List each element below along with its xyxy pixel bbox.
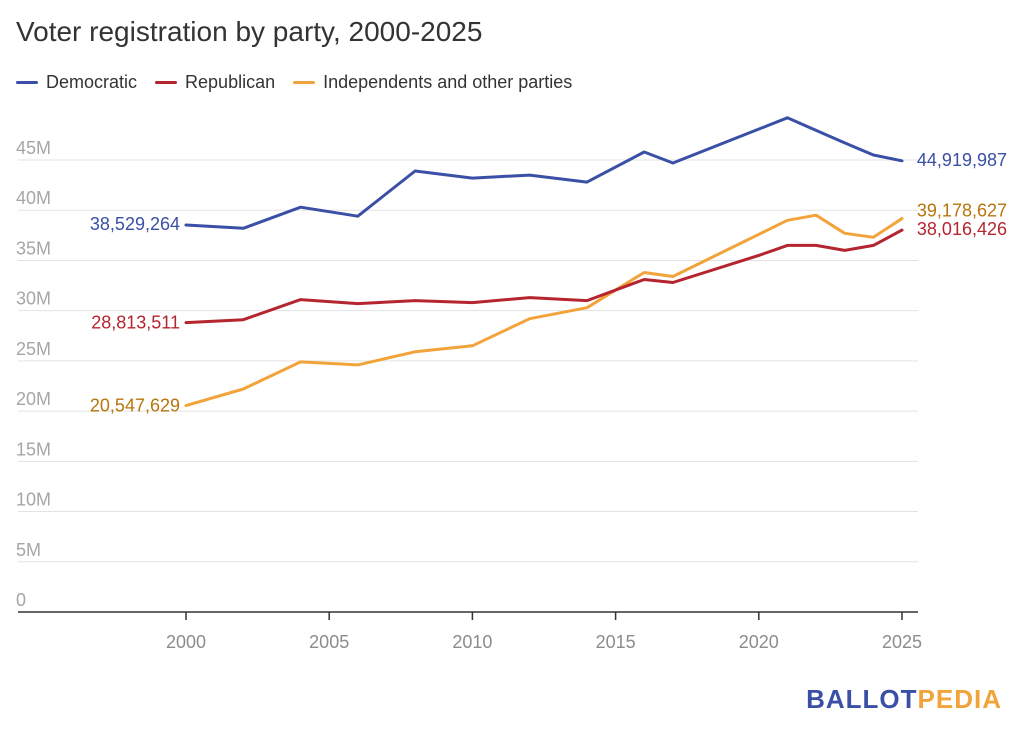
logo-text-pedia: PEDIA (917, 684, 1002, 714)
legend-label-democratic: Democratic (46, 72, 138, 92)
start-value-label: 38,529,264 (90, 214, 180, 234)
legend-swatch-democratic (16, 81, 38, 84)
y-tick-label: 45M (16, 138, 51, 158)
start-value-label: 28,813,511 (91, 313, 180, 333)
end-value-label: 39,178,627 (917, 200, 1007, 220)
legend-label-independents: Independents and other parties (323, 72, 573, 92)
start-value-label: 20,547,629 (90, 396, 180, 416)
end-value-label: 44,919,987 (917, 150, 1007, 170)
series-line-0 (184, 116, 904, 230)
y-tick-label: 25M (16, 339, 51, 359)
y-tick-label: 20M (16, 389, 51, 409)
x-tick-label: 2000 (166, 632, 206, 652)
y-tick-label: 35M (16, 238, 51, 258)
series-line-2 (184, 213, 904, 408)
legend-swatch-independents (293, 81, 316, 84)
chart-legend: Democratic Republican Independents and o… (16, 72, 572, 93)
legend-label-republican: Republican (185, 72, 276, 92)
y-tick-label: 5M (16, 540, 41, 560)
x-tick-label: 2005 (309, 632, 349, 652)
y-tick-label: 30M (16, 289, 51, 309)
legend-item-independents: Independents and other parties (293, 72, 572, 93)
x-tick-label: 2015 (596, 632, 636, 652)
y-tick-label: 0 (16, 590, 26, 610)
end-value-label: 38,016,426 (917, 219, 1007, 239)
x-tick-label: 2025 (882, 632, 922, 652)
legend-swatch-republican (155, 81, 178, 84)
ballotpedia-logo: BALLOTPEDIA (806, 684, 1002, 715)
legend-item-democratic: Democratic (16, 72, 137, 93)
y-tick-label: 15M (16, 439, 51, 459)
logo-text-ballot: BALLOT (806, 684, 918, 714)
series-line-1 (184, 228, 904, 325)
y-tick-label: 10M (16, 490, 51, 510)
x-tick-label: 2020 (739, 632, 779, 652)
chart-title: Voter registration by party, 2000-2025 (16, 16, 483, 47)
x-tick-label: 2010 (452, 632, 492, 652)
y-tick-label: 40M (16, 188, 51, 208)
legend-item-republican: Republican (155, 72, 275, 93)
